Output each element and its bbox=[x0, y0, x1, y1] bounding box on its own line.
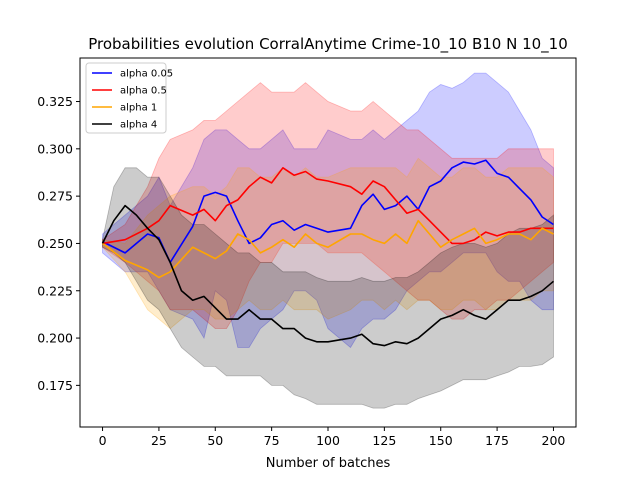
band-series-1 bbox=[102, 82, 554, 329]
y-tick-label-2: 0.225 bbox=[37, 283, 73, 298]
line-series-1 bbox=[102, 167, 554, 245]
x-tick-label-150: 150 bbox=[429, 433, 453, 448]
legend-box bbox=[85, 62, 167, 134]
x-tick-label-125: 125 bbox=[372, 433, 396, 448]
y-tick-label-3: 0.250 bbox=[37, 236, 73, 251]
x-tick-label-25: 25 bbox=[151, 433, 167, 448]
band-series-0 bbox=[102, 72, 554, 349]
band-series-2 bbox=[102, 157, 554, 330]
line-series-0 bbox=[102, 159, 554, 264]
line-series-2 bbox=[102, 219, 554, 279]
chart-title: Probabilities evolution CorralAnytime Cr… bbox=[88, 35, 568, 54]
y-tick-label-6: 0.325 bbox=[37, 94, 73, 109]
axes: 0 25 50 75 100 125 150 175 200 0.175 0.200 0.225 0.2… bbox=[37, 57, 577, 448]
x-tick-label-50: 50 bbox=[207, 433, 223, 448]
x-tick-label-75: 75 bbox=[264, 433, 280, 448]
legend-label-1: alpha 0.5 bbox=[120, 86, 167, 97]
y-tick-label-4: 0.275 bbox=[37, 189, 73, 204]
y-tick-label-1: 0.200 bbox=[37, 331, 73, 346]
legend: alpha 0.05 alpha 0.5 alpha 1 alpha 4 bbox=[85, 62, 173, 134]
x-tick-label-200: 200 bbox=[542, 433, 566, 448]
legend-label-2: alpha 1 bbox=[120, 103, 157, 114]
series-lines bbox=[101, 159, 555, 347]
line-series-3 bbox=[101, 204, 555, 347]
band-series-3 bbox=[102, 167, 554, 409]
y-tick-label-5: 0.300 bbox=[37, 141, 73, 156]
confidence-bands bbox=[102, 72, 554, 409]
legend-label-0: alpha 0.05 bbox=[120, 69, 173, 80]
legend-label-3: alpha 4 bbox=[120, 120, 157, 131]
x-tick-label-100: 100 bbox=[316, 433, 340, 448]
x-tick-label-175: 175 bbox=[485, 433, 509, 448]
y-tick-label-0: 0.175 bbox=[37, 378, 73, 393]
x-tick-label-0: 0 bbox=[99, 433, 107, 448]
x-axis-label: Number of batches bbox=[266, 456, 391, 471]
